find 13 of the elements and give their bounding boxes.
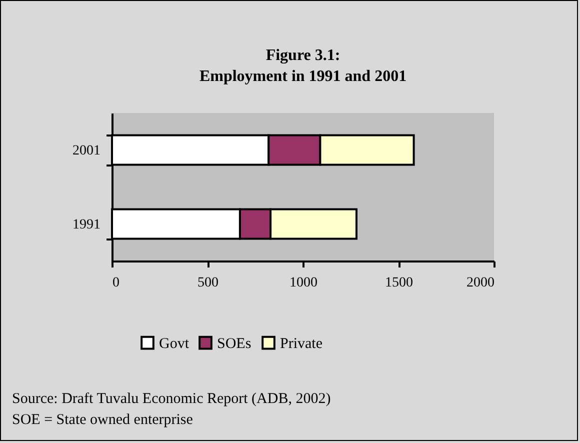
x-tick-label: 2000 (466, 276, 494, 290)
source-note: Source: Draft Tuvalu Economic Report (ADB, 2002) (12, 391, 331, 407)
legend-label: Private (280, 336, 323, 352)
legend-label: Govt (159, 336, 190, 352)
x-tick-label: 1000 (290, 276, 318, 290)
chart-title: Figure 3.1: Employment in 1991 and 2001 (199, 47, 407, 85)
y-tick-label: 2001 (72, 144, 100, 158)
y-tick-label: 1991 (72, 218, 100, 232)
x-tick-label: 1500 (385, 276, 413, 290)
x-tick-label: 0 (112, 276, 120, 290)
text: SOE = State owned enterprise (12, 412, 194, 428)
x-tick-label: 500 (198, 276, 218, 290)
legend-label: SOEs (217, 336, 252, 352)
